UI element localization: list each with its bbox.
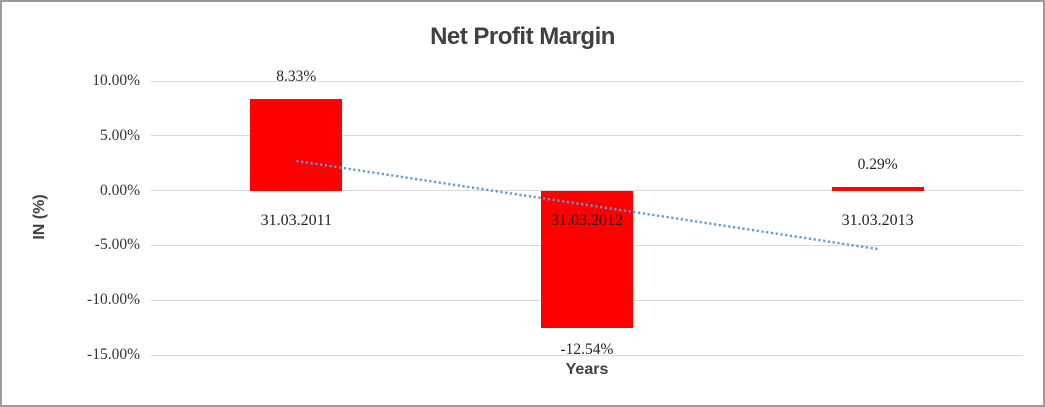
gridline [151,80,1023,82]
y-tick-label: -10.00% [87,291,140,309]
bar [831,187,924,191]
x-category-label: 31.03.2011 [260,211,333,229]
gridline [151,354,1023,356]
x-category-label: 31.03.2012 [551,211,623,229]
y-tick-label: -15.00% [87,346,140,363]
y-tick-label: 10.00% [92,72,140,89]
chart-title: Net Profit Margin [430,23,615,50]
x-category-label: 31.03.2013 [841,211,914,229]
y-tick-label: 5.00% [99,126,140,144]
y-tick-label: -5.00% [94,236,140,254]
bar [250,99,343,191]
gridline [151,135,1023,137]
bar-data-label: 0.29% [857,156,898,174]
x-axis-title: Years [565,361,609,378]
y-tick-label: 0.00% [99,181,140,199]
bar-data-label: 8.33% [276,68,317,86]
y-axis-title: IN (%) [31,194,48,240]
bar-data-label: -12.54% [560,341,614,359]
